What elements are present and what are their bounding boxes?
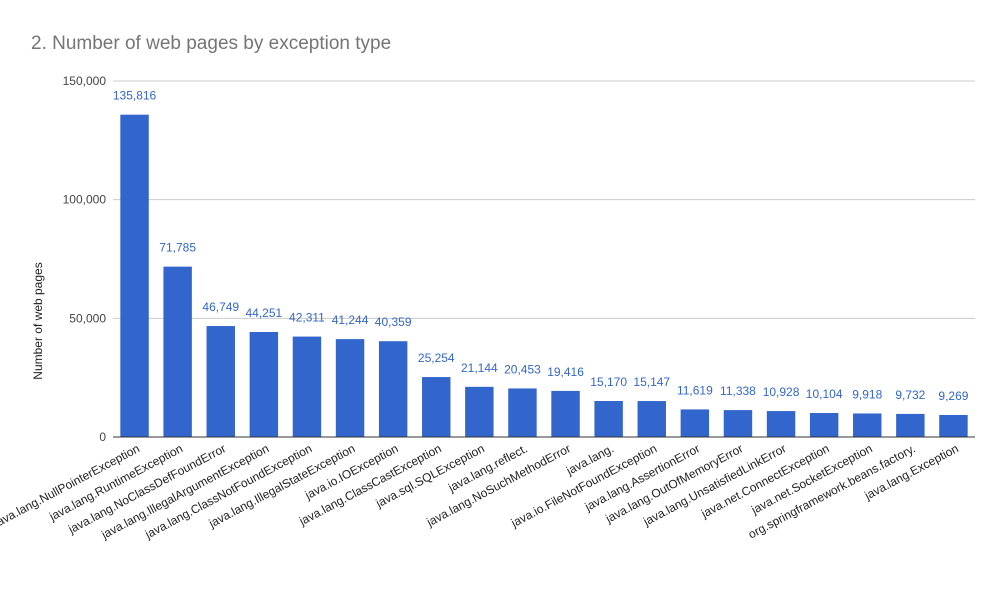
- bar: [120, 114, 149, 437]
- y-tick-label: 150,000: [63, 74, 107, 88]
- y-tick-label: 100,000: [63, 193, 107, 207]
- bar: [335, 339, 365, 437]
- bar: [809, 413, 839, 437]
- data-label: 25,254: [418, 351, 455, 365]
- data-label: 21,144: [461, 361, 498, 375]
- bar: [163, 266, 192, 437]
- data-label: 9,918: [852, 387, 882, 401]
- gridlines: [113, 80, 975, 319]
- data-label: 46,749: [202, 300, 239, 314]
- bar: [680, 409, 710, 437]
- chart-title: 2. Number of web pages by exception type: [31, 33, 391, 54]
- data-label: 10,928: [763, 385, 800, 399]
- bar: [723, 410, 753, 437]
- y-tick-label: 50,000: [69, 311, 106, 325]
- data-labels: 135,816 71,785 46,749 44,251 42,311 41,244 40,…: [113, 89, 969, 403]
- y-tick-label: 0: [99, 430, 106, 444]
- x-axis-categories: java.lang.NullPointerExceptionjava.lang.…: [0, 441, 961, 542]
- data-label: 135,816: [113, 89, 157, 103]
- bar: [853, 413, 882, 437]
- bar: [766, 411, 796, 437]
- bar: [292, 336, 322, 437]
- bar: [206, 326, 235, 437]
- data-label: 71,785: [159, 241, 196, 255]
- bar: [422, 377, 451, 437]
- bar: [249, 331, 279, 437]
- bar: [378, 341, 408, 437]
- data-label: 15,147: [633, 375, 670, 389]
- data-label: 44,251: [245, 306, 282, 320]
- bars: [120, 114, 968, 437]
- data-label: 42,311: [289, 311, 325, 325]
- data-label: 15,170: [590, 375, 627, 389]
- bar: [637, 401, 666, 437]
- bar: [594, 400, 623, 437]
- bar: [896, 413, 925, 437]
- bar: [508, 388, 537, 437]
- bar: [551, 390, 580, 437]
- data-label: 20,453: [504, 362, 541, 376]
- data-label: 40,359: [375, 315, 412, 329]
- data-label: 9,269: [938, 389, 968, 403]
- data-label: 11,619: [677, 383, 713, 397]
- data-label: 10,104: [806, 387, 843, 401]
- y-axis-label: Number of web pages: [31, 262, 45, 379]
- data-label: 11,338: [720, 384, 756, 398]
- bar: [465, 386, 494, 437]
- y-axis-ticks: 0 50,000 100,000 150,000: [63, 74, 107, 444]
- bar: [939, 415, 968, 437]
- data-label: 19,416: [547, 365, 584, 379]
- data-label: 41,244: [332, 313, 369, 327]
- data-label: 9,732: [895, 388, 925, 402]
